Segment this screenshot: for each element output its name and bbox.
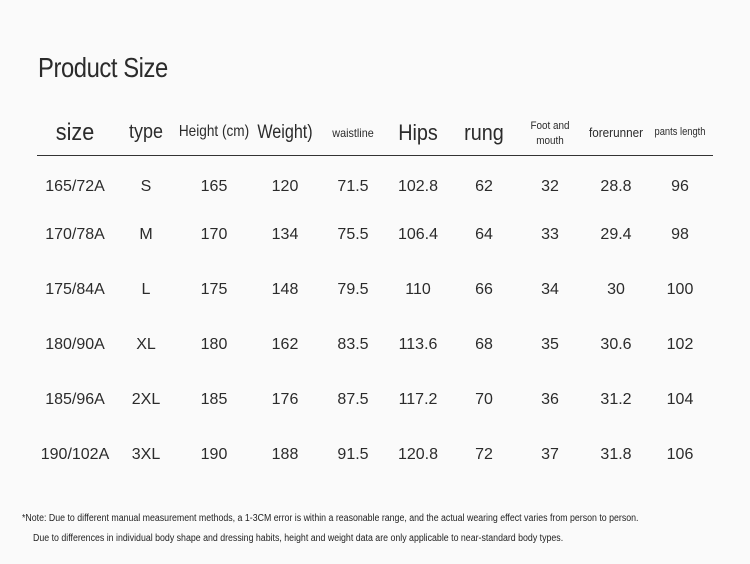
table-cell: 37 xyxy=(541,446,559,463)
column-header: Height (cm) xyxy=(178,123,250,141)
table-cell: 120 xyxy=(271,178,299,195)
table-cell: 96 xyxy=(671,178,689,195)
table-cell: 162 xyxy=(271,336,299,353)
table-cell: 31.2 xyxy=(600,391,632,408)
table-cell: 91.5 xyxy=(337,446,369,463)
table-cell: 117.2 xyxy=(398,391,438,408)
table-cell: 68 xyxy=(475,336,493,353)
table-cell: 104 xyxy=(666,391,694,408)
table-cell: 170 xyxy=(200,226,228,243)
table-cell: 79.5 xyxy=(337,281,369,298)
table-cell: 35 xyxy=(541,336,559,353)
table-cell: 106.4 xyxy=(397,226,439,243)
table-cell: 30.6 xyxy=(600,336,632,353)
column-header: type xyxy=(128,121,164,143)
table-cell: 190/102A xyxy=(40,446,110,463)
table-cell: S xyxy=(140,178,152,195)
table-cell: 70 xyxy=(475,391,493,408)
table-cell: 64 xyxy=(475,226,493,243)
table-cell: 188 xyxy=(271,446,299,463)
note: *Note: Due to different manual measureme… xyxy=(22,513,639,524)
table-cell: 28.8 xyxy=(600,178,632,195)
table-cell: 106 xyxy=(666,446,694,463)
column-header: Weight) xyxy=(257,121,313,143)
table-cell: 62 xyxy=(475,178,493,195)
table-cell: 185 xyxy=(200,391,228,408)
table-cell: 36 xyxy=(541,391,559,408)
table-cell: 100 xyxy=(666,281,694,298)
table-cell: 120.8 xyxy=(397,446,439,463)
table-cell: 185/96A xyxy=(45,391,105,408)
table-cell: 102.8 xyxy=(397,178,439,195)
table-cell: 148 xyxy=(271,281,299,298)
table-cell: 180 xyxy=(200,336,228,353)
column-header: Hips xyxy=(398,119,438,145)
table-cell: 102 xyxy=(666,336,694,353)
table-cell: 72 xyxy=(475,446,493,463)
table-cell: 3XL xyxy=(131,446,161,463)
page-title: Product Size xyxy=(38,52,168,83)
table-cell: 175 xyxy=(200,281,228,298)
header-rule xyxy=(37,155,713,156)
table-cell: 33 xyxy=(541,226,559,243)
table-cell: 31.8 xyxy=(600,446,632,463)
table-cell: XL xyxy=(136,336,156,353)
column-header: Foot and mouth xyxy=(530,120,570,147)
table-cell: 110 xyxy=(405,281,431,298)
table-cell: 190 xyxy=(200,446,228,463)
table-cell: 75.5 xyxy=(337,226,369,243)
table-cell: M xyxy=(139,226,153,243)
column-header: forerunner xyxy=(589,125,643,141)
table-cell: 83.5 xyxy=(337,336,369,353)
table-cell: 180/90A xyxy=(45,336,105,353)
table-cell: 32 xyxy=(541,178,559,195)
table-cell: 71.5 xyxy=(337,178,369,195)
column-header: size xyxy=(55,118,95,146)
table-cell: 34 xyxy=(541,281,559,298)
table-cell: 175/84A xyxy=(45,281,105,298)
table-cell: 98 xyxy=(671,226,689,243)
table-cell: 134 xyxy=(271,226,299,243)
table-cell: 30 xyxy=(607,281,625,298)
table-cell: 165 xyxy=(200,178,228,195)
table-cell: 113.6 xyxy=(398,336,438,353)
table-cell: 66 xyxy=(475,281,493,298)
table-cell: 29.4 xyxy=(600,226,632,243)
table-cell: L xyxy=(141,281,151,298)
note: Due to differences in individual body sh… xyxy=(33,533,564,544)
column-header: rung xyxy=(464,119,504,145)
column-header: pants length xyxy=(654,126,706,139)
column-header: waistline xyxy=(332,125,374,140)
table-cell: 87.5 xyxy=(337,391,369,408)
table-cell: 176 xyxy=(271,391,299,408)
table-cell: 170/78A xyxy=(45,226,105,243)
table-cell: 165/72A xyxy=(45,178,105,195)
table-cell: 2XL xyxy=(131,391,161,408)
